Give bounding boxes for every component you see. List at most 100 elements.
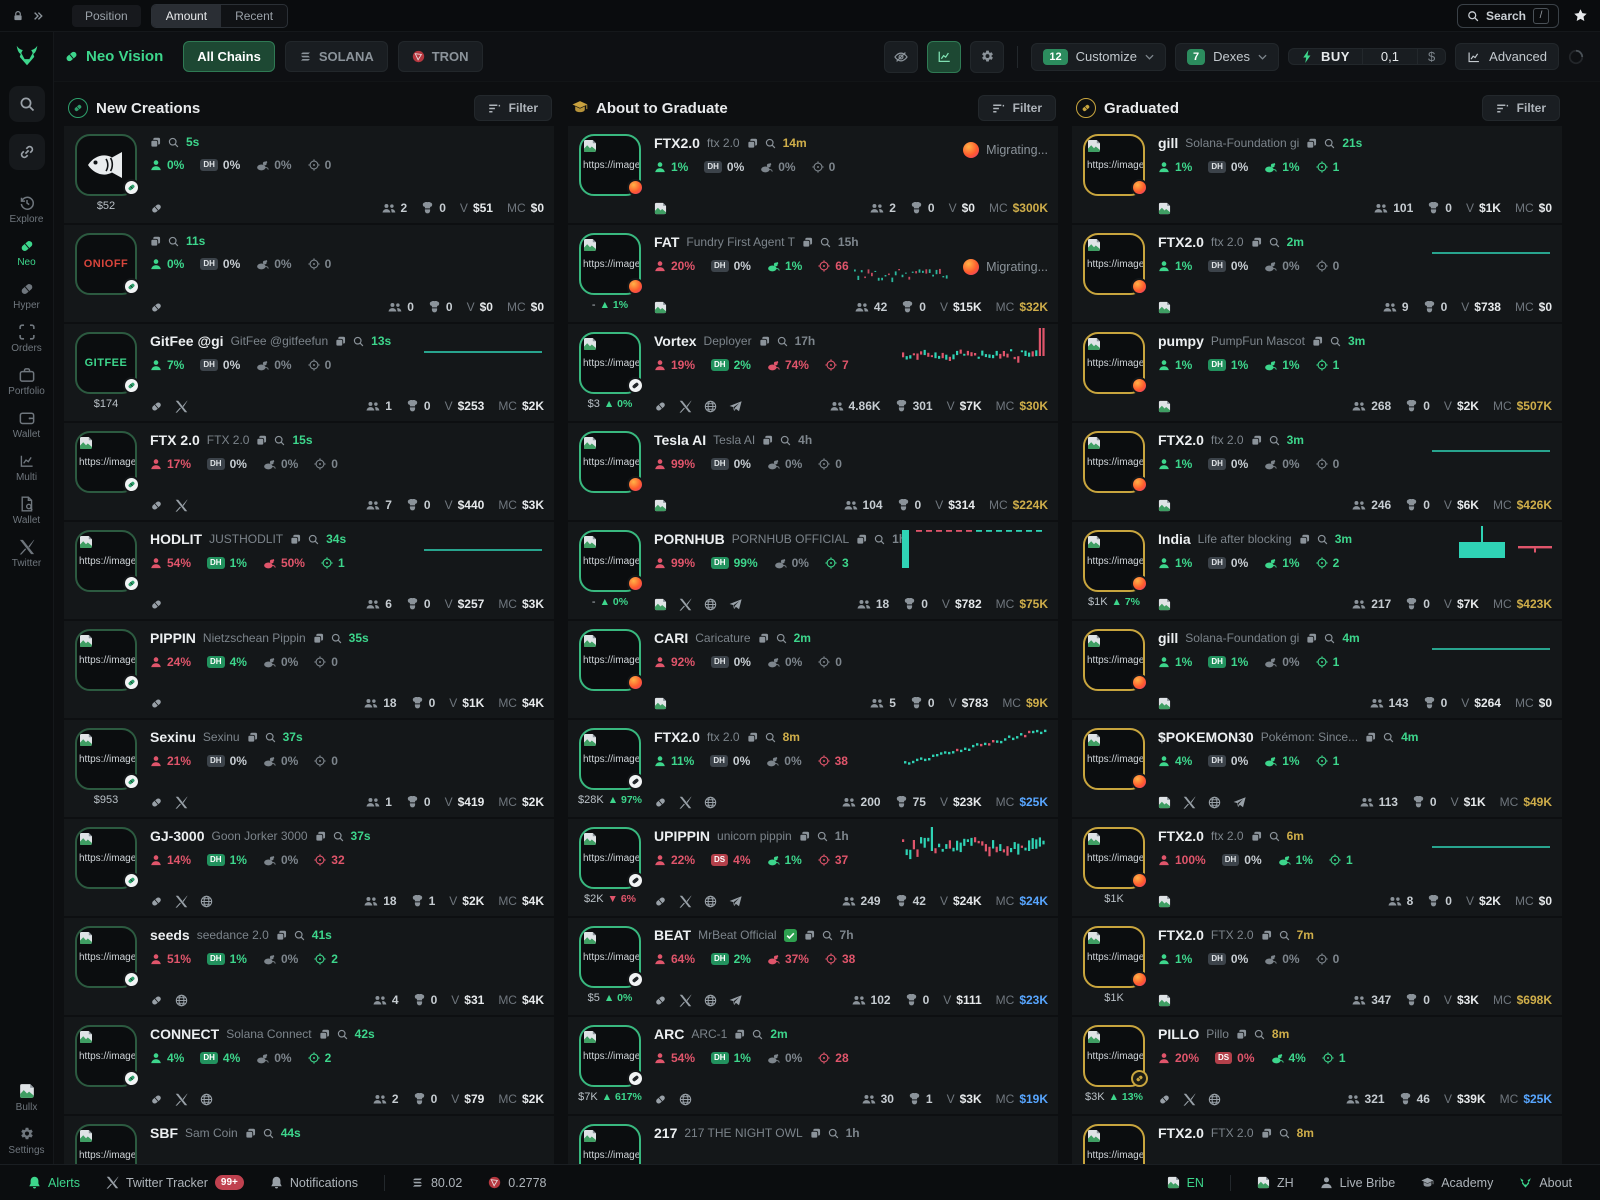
token-avatar[interactable]: https://image $3 ▲ 0% (578, 332, 644, 413)
search-token-icon[interactable] (1269, 831, 1280, 842)
social-pill-icon[interactable] (654, 1093, 667, 1106)
search-token-icon[interactable] (1324, 138, 1335, 149)
token-card[interactable]: https://image $2K ▼ 6% UPIPPIN unicorn pipp… (568, 819, 1058, 916)
social-tg-icon[interactable] (1233, 796, 1246, 809)
social-pill-icon[interactable] (150, 598, 163, 611)
search-token-icon[interactable] (1279, 1128, 1290, 1139)
token-card[interactable]: ONIOFF 11s 0% DH 0% 0% 0 0 0 V $0 MC $0 (64, 225, 554, 322)
token-card[interactable]: GITFEE $174 GitFee @gi GitFee @gitfeefun 13… (64, 324, 554, 421)
token-card[interactable]: https://image FTX2.0 ftx 2.0 3m 1% DH 0% 0% 0 246… (1072, 423, 1562, 520)
copy-address-icon[interactable] (245, 1128, 256, 1139)
token-avatar[interactable]: https://image (1082, 1124, 1146, 1164)
token-avatar[interactable]: https://image (1082, 332, 1148, 413)
token-avatar[interactable]: https://image $1K ▲ 7% (1082, 530, 1148, 611)
search-token-icon[interactable] (168, 236, 179, 247)
copy-address-icon[interactable] (1251, 831, 1262, 842)
statusbar-en[interactable]: EN (1167, 1176, 1204, 1190)
token-avatar[interactable]: https://image (1082, 629, 1148, 710)
token-card[interactable]: https://image $5 ▲ 0% BEAT MrBeat Official 7… (568, 918, 1058, 1015)
token-avatar[interactable]: https://image (74, 629, 140, 710)
token-card[interactable]: https://image FTX2.0 ftx 2.0 14m 1% DH 0% 0% 0 2 0… (568, 126, 1058, 223)
chain-filter-all-chains[interactable]: All Chains (183, 41, 275, 72)
search-token-icon[interactable] (168, 137, 179, 148)
copy-address-icon[interactable] (247, 732, 258, 743)
statusbar-twitter-tracker[interactable]: Twitter Tracker 99+ (106, 1175, 244, 1190)
filter-button[interactable]: Filter (977, 95, 1056, 121)
social-img-icon[interactable] (654, 202, 667, 215)
search-token-icon[interactable] (331, 633, 342, 644)
social-pill-icon[interactable] (150, 202, 163, 215)
token-card[interactable]: https://image seeds seedance 2.0 41s 51% DH 1%… (64, 918, 554, 1015)
search-token-icon[interactable] (776, 633, 787, 644)
social-pill-icon[interactable] (150, 697, 163, 710)
token-avatar[interactable]: ONIOFF (74, 233, 140, 314)
hide-button[interactable] (884, 40, 919, 73)
token-avatar[interactable]: https://image (74, 926, 140, 1007)
sidebar-item-hyper[interactable]: Hyper (0, 281, 53, 311)
social-globe-icon[interactable] (704, 400, 717, 413)
search-token-icon[interactable] (817, 831, 828, 842)
social-img-icon[interactable] (1158, 202, 1171, 215)
copy-address-icon[interactable] (1365, 732, 1376, 743)
token-card[interactable]: https://image $1K ▲ 7% India Life after blo… (1072, 522, 1562, 619)
copy-address-icon[interactable] (1312, 336, 1323, 347)
sidebar-item-twitter[interactable]: Twitter (0, 539, 53, 569)
social-x-icon[interactable] (679, 796, 692, 809)
token-card[interactable]: https://image - ▲ 1% FAT Fundry First Agent… (568, 225, 1058, 322)
copy-address-icon[interactable] (315, 831, 326, 842)
statusbar-academy[interactable]: Academy (1421, 1176, 1493, 1190)
sidebar-item-explore[interactable]: Explore (0, 195, 53, 225)
token-card[interactable]: https://image CARI Caricature 2m 92% DH 0% 0% 0 5… (568, 621, 1058, 718)
search-token-icon[interactable] (1324, 633, 1335, 644)
token-card[interactable]: https://image pumpy PumpFun Mascot 3m 1% DH 1%… (1072, 324, 1562, 421)
favorites-star-icon[interactable] (1573, 8, 1588, 23)
token-card[interactable]: https://image 217 217 THE NIGHT OWL 1h (568, 1116, 1058, 1164)
advanced-button[interactable]: Advanced (1455, 43, 1559, 70)
token-card[interactable]: https://image gill Solana-Foundation gi 4m 1… (1072, 621, 1562, 718)
social-tg-icon[interactable] (729, 598, 742, 611)
copy-address-icon[interactable] (1306, 633, 1317, 644)
social-pill-icon[interactable] (150, 796, 163, 809)
token-avatar[interactable]: https://image $953 (74, 728, 140, 809)
copy-address-icon[interactable] (804, 930, 815, 941)
sidebar-item-portfolio[interactable]: Portfolio (0, 367, 53, 397)
copy-address-icon[interactable] (758, 633, 769, 644)
quick-buy-control[interactable]: BUY 0,1 $ (1287, 48, 1447, 65)
search-token-icon[interactable] (1254, 1029, 1265, 1040)
dexes-dropdown[interactable]: 7 Dexes (1175, 42, 1279, 71)
token-avatar[interactable]: https://image $28K ▲ 97% (578, 728, 644, 809)
social-img-icon[interactable] (1158, 400, 1171, 413)
statusbar-zh[interactable]: ZH (1257, 1176, 1294, 1190)
social-pill-icon[interactable] (150, 895, 163, 908)
customize-dropdown[interactable]: 12 Customize (1031, 42, 1166, 71)
copy-address-icon[interactable] (1261, 930, 1272, 941)
search-token-icon[interactable] (308, 534, 319, 545)
social-tg-icon[interactable] (729, 895, 742, 908)
copy-address-icon[interactable] (290, 534, 301, 545)
social-img-icon[interactable] (1158, 796, 1171, 809)
search-token-icon[interactable] (822, 930, 833, 941)
social-tg-icon[interactable] (729, 994, 742, 1007)
token-card[interactable]: https://image - ▲ 0% PORNHUB PORNHUB OFFICI… (568, 522, 1058, 619)
social-img-icon[interactable] (1158, 598, 1171, 611)
social-globe-icon[interactable] (175, 994, 188, 1007)
statusbar-about[interactable]: About (1519, 1176, 1572, 1190)
search-token-icon[interactable] (1269, 237, 1280, 248)
search-token-icon[interactable] (874, 534, 885, 545)
token-avatar[interactable]: https://image (1082, 134, 1148, 215)
token-card[interactable]: https://image $7K ▲ 617% ARC ARC-1 2m 54% DH 1%… (568, 1017, 1058, 1114)
social-x-icon[interactable] (679, 895, 692, 908)
token-card[interactable]: https://image Tesla AI Tesla AI 4h 99% DH 0% 0%… (568, 423, 1058, 520)
social-x-icon[interactable] (679, 598, 692, 611)
token-card[interactable]: https://image $3K ▲ 13% PILLO Pillo 8m 20% DS 0… (1072, 1017, 1562, 1114)
search-token-icon[interactable] (1383, 732, 1394, 743)
social-globe-icon[interactable] (200, 1093, 213, 1106)
social-img-icon[interactable] (654, 697, 667, 710)
token-card[interactable]: https://image CONNECT Solana Connect 42s 4% D… (64, 1017, 554, 1114)
social-img-icon[interactable] (654, 301, 667, 314)
search-token-icon[interactable] (752, 1029, 763, 1040)
search-token-icon[interactable] (780, 435, 791, 446)
token-avatar[interactable]: https://image - ▲ 1% (578, 233, 644, 314)
sidebar-item-neo[interactable]: Neo (0, 238, 53, 268)
copy-address-icon[interactable] (747, 732, 758, 743)
